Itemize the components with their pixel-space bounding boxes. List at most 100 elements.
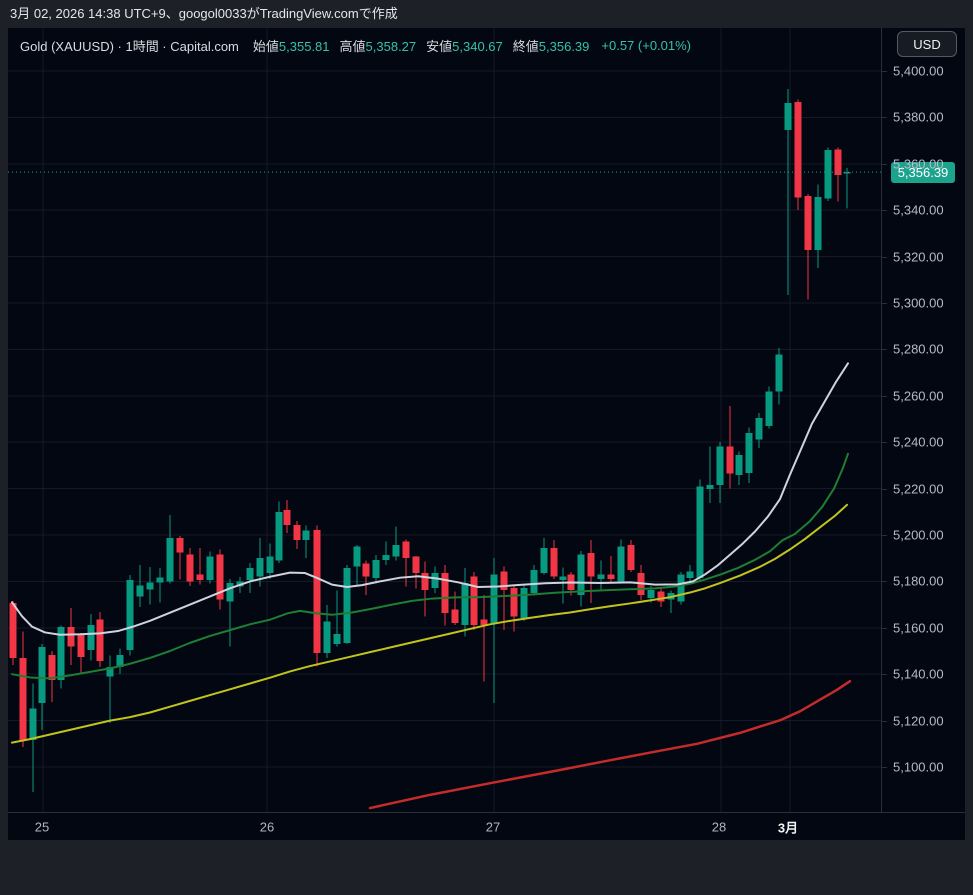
candle-up bbox=[540, 548, 548, 574]
candle-down bbox=[480, 619, 488, 625]
candle-up bbox=[87, 625, 95, 651]
price-label: 5,380.00 bbox=[893, 109, 944, 125]
price-tick bbox=[881, 210, 887, 212]
candle-down bbox=[794, 101, 802, 198]
candle-wick bbox=[562, 567, 564, 604]
candle-wick bbox=[454, 591, 456, 625]
ohlc-pair: 高値5,358.27 bbox=[340, 39, 417, 54]
chart-pane[interactable]: Gold (XAUUSD) · 1時間 · Capital.com 始値5,35… bbox=[8, 28, 881, 812]
candle-down bbox=[587, 553, 595, 577]
time-label: 3月 bbox=[777, 820, 799, 835]
candle-up bbox=[530, 569, 538, 593]
candlestick-chart[interactable] bbox=[8, 28, 881, 812]
candle-down bbox=[196, 574, 204, 580]
ma-green bbox=[11, 452, 849, 680]
price-tick bbox=[881, 488, 887, 490]
chart-legend: Gold (XAUUSD) · 1時間 · Capital.com 始値5,35… bbox=[20, 36, 691, 54]
time-axis[interactable]: 25 26 27 28 3月 bbox=[8, 812, 965, 840]
candle-down bbox=[550, 548, 558, 577]
candle-up bbox=[843, 172, 851, 174]
ohlc-label: 安値 bbox=[426, 38, 453, 54]
candle-up bbox=[156, 577, 164, 583]
price-tick bbox=[881, 720, 887, 722]
candle-up bbox=[431, 573, 439, 589]
candle-down bbox=[293, 525, 301, 541]
candle-wick bbox=[483, 594, 485, 682]
candle-wick bbox=[493, 558, 495, 703]
candle-up bbox=[490, 574, 498, 624]
candle-wick bbox=[159, 567, 161, 603]
price-tick bbox=[881, 674, 887, 676]
candle-down bbox=[441, 573, 449, 614]
candle-down bbox=[607, 574, 615, 580]
candle-down bbox=[412, 556, 420, 574]
candle-down bbox=[19, 658, 27, 741]
candle-up bbox=[686, 571, 694, 579]
candle-up bbox=[775, 354, 783, 392]
candle-up bbox=[116, 654, 124, 668]
candle-down bbox=[627, 544, 635, 570]
price-tick bbox=[881, 256, 887, 258]
candle-up bbox=[275, 511, 283, 561]
candle-up bbox=[323, 621, 331, 654]
time-label: 28 bbox=[711, 819, 727, 834]
price-label: 5,340.00 bbox=[893, 202, 944, 218]
price-tick bbox=[881, 349, 887, 351]
candle-down bbox=[67, 627, 75, 647]
price-tick bbox=[881, 163, 887, 165]
price-tick bbox=[881, 442, 887, 444]
candle-up bbox=[597, 574, 605, 580]
price-tick bbox=[881, 767, 887, 768]
candle-wick bbox=[670, 590, 672, 614]
price-label: 5,100.00 bbox=[893, 759, 944, 775]
ohlc-value: 5,358.27 bbox=[365, 38, 417, 54]
candle-wick bbox=[846, 167, 848, 209]
candle-up bbox=[784, 102, 792, 130]
candle-wick bbox=[199, 547, 201, 585]
candle-down bbox=[48, 654, 56, 680]
candle-wick bbox=[709, 446, 711, 504]
time-label: 27 bbox=[485, 819, 501, 834]
candle-wick bbox=[503, 566, 505, 630]
candle-up bbox=[206, 556, 214, 580]
candle-up bbox=[136, 585, 144, 597]
candle-wick bbox=[385, 541, 387, 566]
candle-down bbox=[283, 509, 291, 526]
price-label: 5,320.00 bbox=[893, 249, 944, 265]
candle-down bbox=[421, 573, 429, 590]
price-tick bbox=[881, 71, 887, 72]
ohlc-values: 始値5,355.81 高値5,358.27 安値5,340.67 終値5,356.39 bbox=[253, 36, 600, 55]
candle-up bbox=[461, 583, 469, 625]
price-label: 5,200.00 bbox=[893, 527, 944, 543]
candle-up bbox=[577, 554, 585, 595]
candle-down bbox=[402, 541, 410, 559]
candle-down bbox=[510, 588, 518, 617]
attribution-text: 3月 02, 2026 14:38 UTC+9、googol0033がTradi… bbox=[10, 6, 398, 21]
candle-down bbox=[470, 576, 478, 625]
price-label: 5,260.00 bbox=[893, 388, 944, 404]
candle-down bbox=[726, 446, 734, 474]
ma-red-slow bbox=[368, 679, 852, 810]
candle-up bbox=[814, 196, 822, 251]
candle-wick bbox=[405, 539, 407, 587]
candle-up bbox=[353, 546, 361, 567]
ohlc-label: 終値 bbox=[512, 38, 539, 54]
candle-up bbox=[559, 576, 567, 580]
time-label: 25 bbox=[34, 819, 50, 834]
candle-up bbox=[755, 418, 763, 440]
price-axis[interactable]: 5,356.39 5,400.00 5,380.00 5,360.00 5,340.0… bbox=[881, 28, 965, 812]
candle-wick bbox=[229, 579, 231, 647]
candle-up bbox=[677, 574, 685, 602]
candle-wick bbox=[395, 526, 397, 561]
candle-wick bbox=[336, 590, 338, 647]
candle-down bbox=[96, 619, 104, 662]
footer: TradingView bbox=[0, 840, 973, 895]
candle-up bbox=[716, 446, 724, 486]
candle-down bbox=[186, 554, 194, 582]
candle-up bbox=[382, 554, 390, 560]
candle-wick bbox=[305, 525, 307, 559]
currency-button[interactable]: USD bbox=[897, 31, 957, 57]
ohlc-value: 5,340.67 bbox=[452, 38, 503, 54]
candle-up bbox=[266, 556, 274, 574]
